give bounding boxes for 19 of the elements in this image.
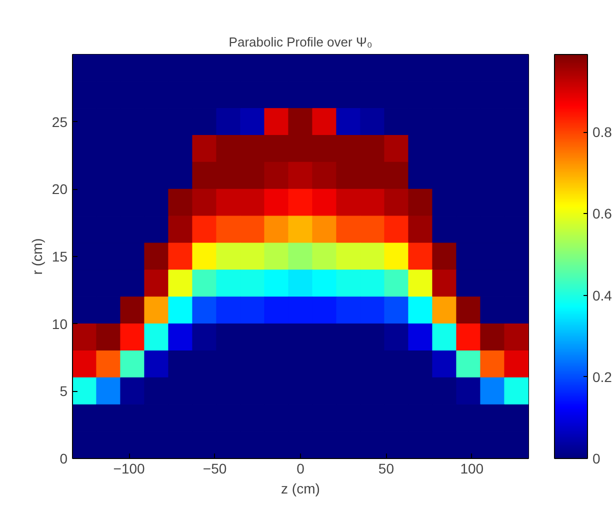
color-bar-label: 0 <box>592 450 600 466</box>
x-tick-label: 50 <box>378 460 394 476</box>
x-tick-label: −50 <box>202 460 227 476</box>
color-bar-label: 0.2 <box>592 368 612 385</box>
y-tick-label: 0 <box>60 450 68 466</box>
y-tick-label: 15 <box>52 248 68 264</box>
y-axis-title: r (cm) <box>28 238 45 275</box>
y-tick-label: 5 <box>60 383 68 400</box>
y-tick-label: 20 <box>52 181 68 198</box>
x-tick-label: 0 <box>296 460 305 476</box>
x-tick-label: −100 <box>113 460 146 476</box>
color-bar-label: 0.8 <box>592 124 612 140</box>
y-tick-label: 10 <box>52 316 68 332</box>
color-bar-label: 0.6 <box>592 206 612 222</box>
y-tick-label: 25 <box>52 114 68 130</box>
color-bar-label: 0.4 <box>592 287 612 304</box>
x-axis-title: z (cm) <box>281 480 320 496</box>
x-tick-label: 100 <box>460 460 484 476</box>
chart-title: Parabolic Profile over Ψ₀ <box>228 34 372 50</box>
